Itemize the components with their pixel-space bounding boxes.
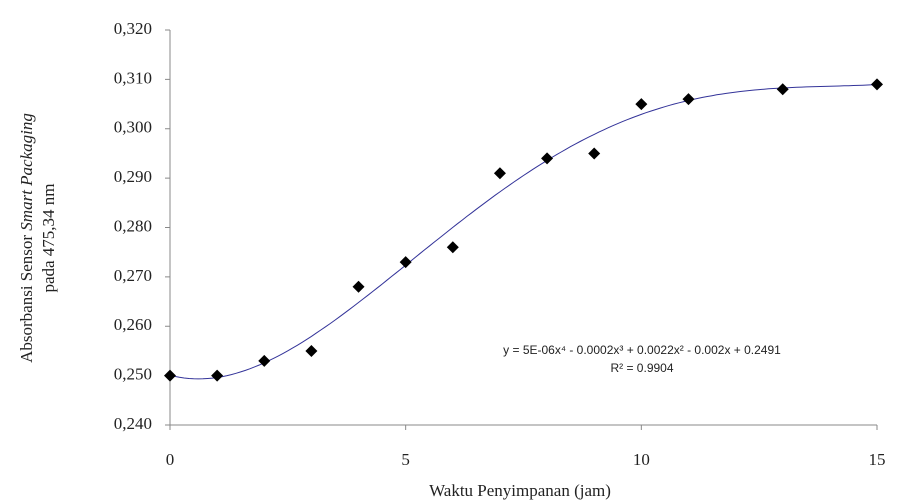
x-tick-label: 5 [401, 450, 410, 469]
marker [305, 344, 318, 357]
y-tick-label: 0,280 [114, 216, 152, 235]
marker [446, 241, 459, 254]
x-tick-label: 15 [869, 450, 886, 469]
marker [493, 167, 506, 180]
x-axis-label: Waktu Penyimpanan (jam) [429, 481, 611, 500]
y-axis-label: pada 475,34 nm [39, 183, 58, 292]
y-label-part: Smart Packaging [17, 113, 36, 231]
y-tick-label: 0,260 [114, 315, 152, 334]
marker [541, 152, 554, 165]
y-tick-label: 0,240 [114, 414, 152, 433]
x-tick-label: 10 [633, 450, 650, 469]
y-label-part: Absorbansi Sensor [17, 231, 36, 363]
marker [399, 256, 412, 269]
y-axis-label: Absorbansi Sensor Smart Packaging [17, 113, 36, 363]
y-tick-label: 0,290 [114, 167, 152, 186]
marker [682, 93, 695, 106]
trendline [169, 83, 878, 380]
y-tick-label: 0,300 [114, 118, 152, 137]
trend-equation: y = 5E-06x⁴ - 0.0002x³ + 0.0022x² - 0.00… [503, 343, 781, 357]
marker [258, 354, 271, 367]
marker [776, 83, 789, 96]
marker [211, 369, 224, 382]
y-tick-label: 0,250 [114, 365, 152, 384]
x-tick-label: 0 [166, 450, 175, 469]
marker [871, 78, 883, 91]
y-tick-label: 0,270 [114, 266, 152, 285]
marker [635, 98, 648, 111]
marker [588, 147, 601, 160]
y-tick-label: 0,310 [114, 68, 152, 87]
marker [164, 369, 176, 382]
y-tick-label: 0,320 [114, 19, 152, 38]
r-squared: R² = 0.9904 [610, 361, 673, 375]
marker [352, 280, 365, 293]
